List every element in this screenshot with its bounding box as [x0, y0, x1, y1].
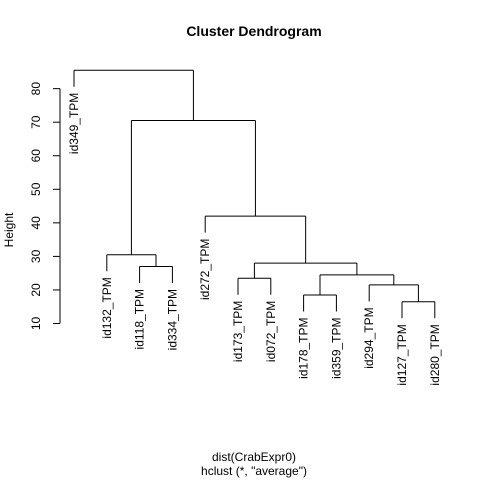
y-axis: 10 20 30 40 50 60 70 80 — [29, 82, 61, 331]
y-axis-label: Height — [2, 212, 16, 247]
leaf-label: id359_TPM — [329, 317, 343, 378]
leaf-label: id072_TPM — [264, 301, 278, 362]
leaf-label: id132_TPM — [100, 277, 114, 338]
y-tick-label: 60 — [29, 149, 43, 163]
leaf-label: id173_TPM — [231, 301, 245, 362]
y-tick-label: 40 — [29, 216, 43, 230]
y-tick-label: 20 — [29, 283, 43, 297]
chart-title: Cluster Dendrogram — [186, 23, 321, 39]
y-tick-label: 30 — [29, 249, 43, 263]
leaf-label: id280_TPM — [428, 324, 442, 385]
x-axis-label: dist(CrabExpr0) — [212, 450, 296, 464]
leaf-label: id272_TPM — [198, 239, 212, 300]
leaf-label: id349_TPM — [67, 93, 81, 154]
y-tick-label: 10 — [29, 317, 43, 331]
y-tick-label: 70 — [29, 115, 43, 129]
leaf-label: id334_TPM — [165, 289, 179, 350]
leaf-label: id127_TPM — [395, 324, 409, 385]
leaf-labels: id349_TPM id132_TPM id118_TPM id334_TPM id27… — [67, 93, 442, 386]
dendrogram-tree — [73, 69, 436, 319]
y-tick-label: 80 — [29, 82, 43, 96]
leaf-label: id178_TPM — [297, 317, 311, 378]
subtitle: hclust (*, "average") — [201, 464, 307, 478]
y-tick-label: 50 — [29, 182, 43, 196]
leaf-label: id118_TPM — [133, 289, 147, 349]
leaf-label: id294_TPM — [362, 307, 376, 368]
